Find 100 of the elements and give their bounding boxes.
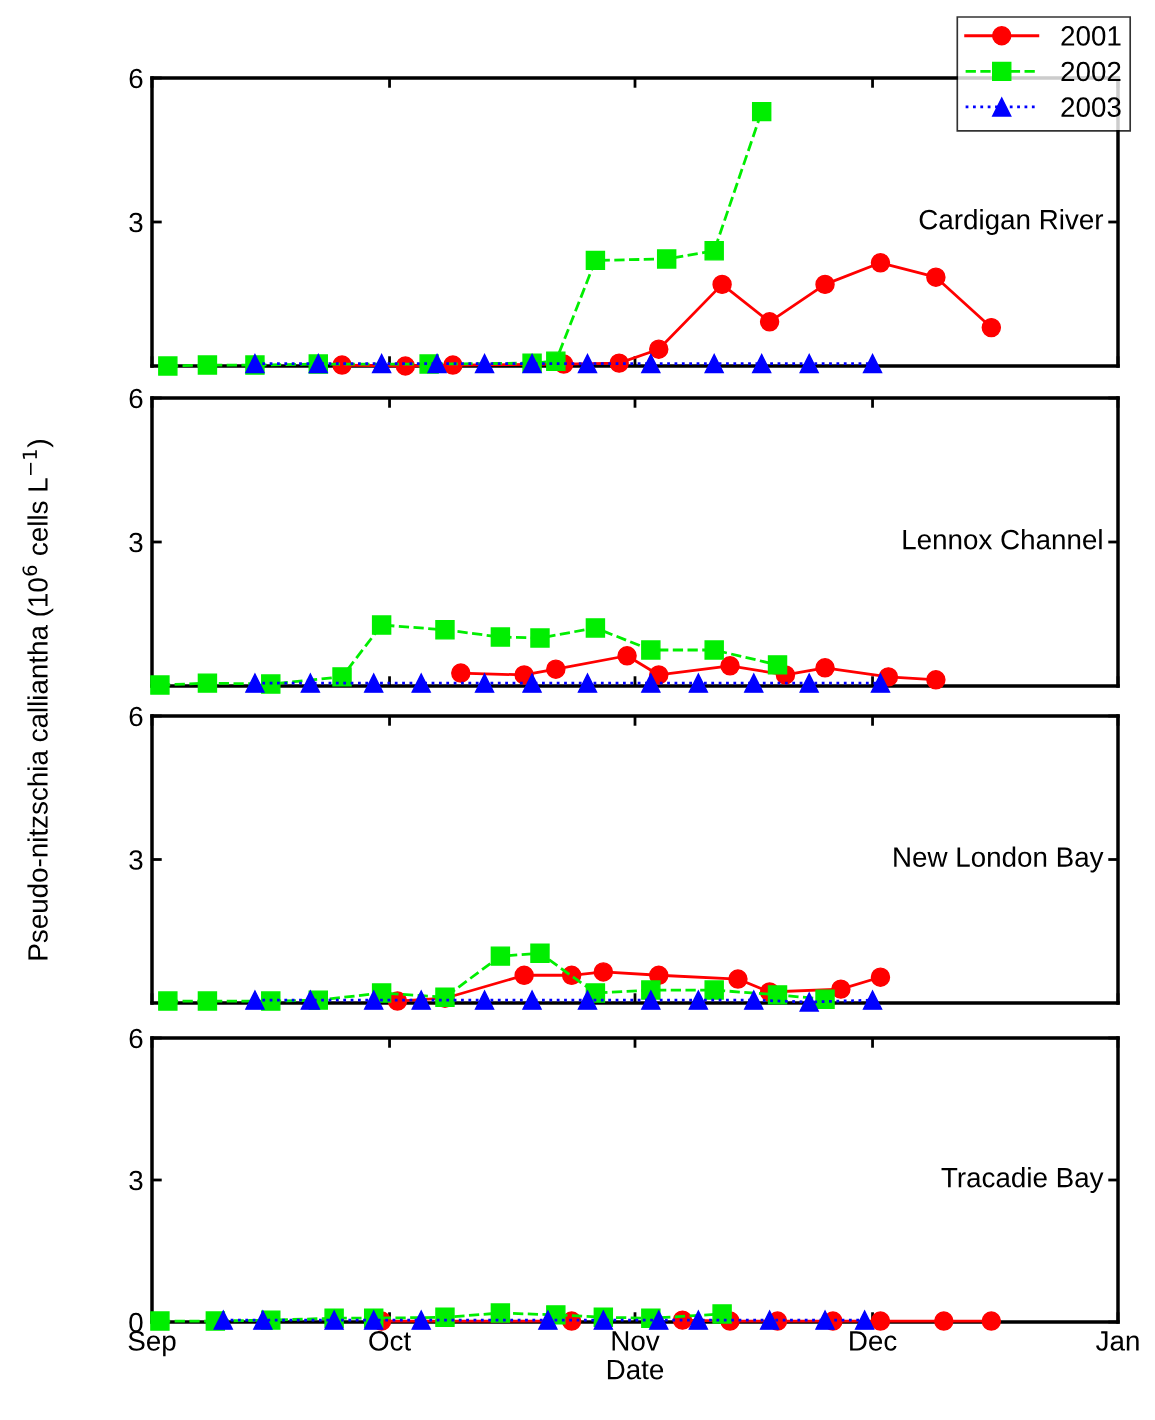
point bbox=[641, 353, 661, 374]
point bbox=[530, 943, 550, 963]
annotation: New London Bay bbox=[894, 846, 1104, 873]
point bbox=[688, 990, 709, 1010]
point bbox=[213, 1310, 233, 1330]
y-tick-label: 6 bbox=[129, 388, 143, 409]
point bbox=[751, 353, 772, 374]
x-tick-label: Oct bbox=[369, 1331, 411, 1351]
point bbox=[609, 353, 629, 373]
y-tick-label: 6 bbox=[129, 68, 143, 89]
point bbox=[934, 1311, 954, 1331]
point bbox=[593, 962, 614, 982]
point bbox=[522, 673, 542, 693]
point bbox=[704, 241, 724, 261]
point bbox=[744, 673, 764, 693]
point bbox=[759, 1310, 780, 1330]
y-tick-label: 3 bbox=[129, 212, 143, 233]
point bbox=[530, 628, 550, 648]
annotation: Cardigan River bbox=[919, 209, 1104, 235]
annotation: Lennox Channel bbox=[903, 529, 1102, 550]
point bbox=[815, 1310, 835, 1330]
point bbox=[712, 1304, 732, 1324]
x-tick-label: Jan bbox=[1096, 1331, 1139, 1351]
point bbox=[815, 274, 835, 295]
point bbox=[158, 991, 178, 1011]
point bbox=[704, 980, 724, 1000]
x-tick-label: Sep bbox=[128, 1331, 176, 1357]
point bbox=[546, 659, 566, 679]
point bbox=[862, 353, 883, 374]
point bbox=[641, 640, 661, 660]
point bbox=[435, 1307, 455, 1327]
point bbox=[451, 663, 471, 683]
point bbox=[854, 1310, 875, 1330]
point bbox=[158, 356, 178, 376]
point bbox=[371, 353, 392, 374]
point bbox=[712, 274, 732, 295]
point bbox=[490, 1303, 511, 1323]
point bbox=[522, 990, 542, 1010]
point bbox=[435, 620, 455, 640]
point bbox=[720, 656, 740, 676]
point bbox=[577, 353, 598, 374]
point bbox=[649, 1310, 669, 1330]
point bbox=[926, 267, 946, 287]
point bbox=[474, 673, 495, 693]
point bbox=[514, 965, 534, 985]
point bbox=[253, 1310, 273, 1330]
legend-label: 2002 bbox=[1061, 61, 1121, 82]
point bbox=[870, 1311, 891, 1331]
point bbox=[363, 673, 384, 693]
y-tick-label: 0 bbox=[129, 1312, 143, 1333]
x-tick-label: Nov bbox=[612, 1331, 660, 1351]
point bbox=[197, 991, 218, 1011]
point bbox=[870, 253, 891, 273]
point bbox=[704, 353, 724, 374]
point bbox=[862, 990, 883, 1010]
legend-label: 2001 bbox=[1061, 26, 1121, 46]
point bbox=[641, 673, 661, 693]
point bbox=[577, 990, 598, 1010]
point bbox=[261, 674, 281, 694]
point bbox=[767, 985, 788, 1005]
point bbox=[728, 969, 748, 989]
point bbox=[981, 317, 1002, 338]
point bbox=[831, 979, 851, 999]
point bbox=[411, 990, 431, 1010]
point bbox=[411, 673, 431, 693]
y-tick-label: 6 bbox=[129, 706, 143, 727]
point bbox=[981, 1311, 1002, 1331]
legend-label: 2003 bbox=[1061, 97, 1121, 117]
y-tick-label: 6 bbox=[129, 1028, 143, 1049]
point bbox=[649, 339, 669, 359]
point bbox=[474, 990, 495, 1010]
x-tick-label: Dec bbox=[850, 1331, 897, 1351]
point bbox=[150, 1311, 170, 1331]
point bbox=[799, 353, 819, 374]
point bbox=[490, 946, 511, 966]
point bbox=[815, 989, 835, 1009]
point bbox=[688, 673, 709, 693]
point bbox=[245, 990, 265, 1010]
point bbox=[474, 353, 495, 374]
point bbox=[427, 353, 447, 374]
annotation: Tracadie Bay bbox=[941, 1167, 1104, 1193]
point bbox=[261, 991, 281, 1011]
point bbox=[641, 990, 661, 1010]
point bbox=[688, 1310, 709, 1330]
point bbox=[585, 618, 606, 638]
point bbox=[371, 615, 392, 635]
point bbox=[585, 250, 606, 271]
point bbox=[546, 351, 566, 371]
point bbox=[300, 673, 321, 693]
point bbox=[870, 967, 891, 987]
point bbox=[744, 990, 764, 1010]
point bbox=[704, 640, 724, 660]
point bbox=[617, 646, 637, 666]
y-axis-title: Pseudo-nitzschia calliantha (10$^{6}$ cells L$^{−1}$) bbox=[22, 440, 54, 960]
point bbox=[815, 658, 835, 678]
point bbox=[332, 667, 352, 687]
y-tick-label: 3 bbox=[129, 850, 143, 870]
point bbox=[363, 990, 384, 1010]
point bbox=[799, 673, 819, 693]
point bbox=[577, 673, 598, 693]
